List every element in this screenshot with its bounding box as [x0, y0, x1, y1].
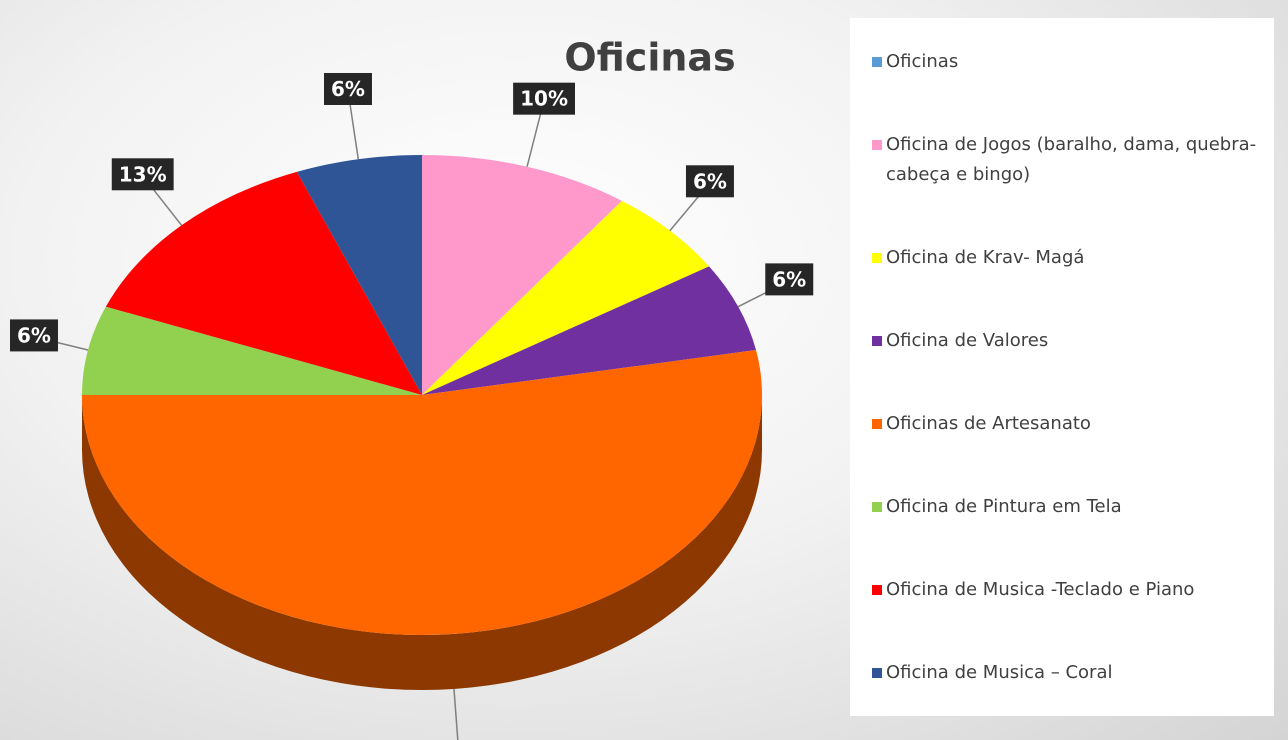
legend-label: Oficina de Musica – Coral	[886, 661, 1113, 683]
pie-slice	[422, 266, 756, 395]
pie-slice	[105, 171, 423, 395]
legend-label: Oficina de Jogos (baralho, dama, quebra-…	[886, 133, 1257, 185]
legend-entry: Oficina de Musica – Coral	[872, 658, 1258, 688]
pie-slice	[422, 200, 710, 395]
pie-slice	[82, 306, 422, 395]
legend-label: Oficinas	[886, 50, 959, 72]
legend: Oficinas Oficina de Jogos (baralho, dama,…	[850, 18, 1274, 716]
legend-swatch	[872, 584, 882, 595]
legend-label: Oficina de Musica -Teclado e Piano	[886, 578, 1195, 600]
data-label-box	[685, 165, 734, 198]
slice-side	[82, 395, 762, 690]
data-label-box	[765, 263, 814, 296]
legend-label: Oficina de Krav- Magá	[886, 246, 1085, 268]
legend-label: Oficina de Pintura em Tela	[886, 495, 1122, 517]
pie-slice	[422, 155, 622, 395]
data-label-box	[10, 319, 58, 352]
legend-swatch	[872, 252, 882, 263]
legend-swatch	[872, 335, 882, 346]
legend-swatch	[872, 418, 882, 429]
legend-entry: Oficina de Musica -Teclado e Piano	[872, 575, 1258, 605]
legend-swatch	[872, 667, 882, 678]
legend-label: Oficinas de Artesanato	[886, 412, 1091, 434]
data-label: 6%	[17, 323, 51, 347]
legend-entry: Oficina de Jogos (baralho, dama, quebra-…	[872, 130, 1258, 190]
legend-entry: Oficinas de Artesanato	[872, 409, 1258, 439]
data-label: 6%	[331, 77, 365, 101]
legend-entry: Oficina de Pintura em Tela	[872, 492, 1258, 522]
data-label: 6%	[772, 267, 806, 291]
pie-area: Oficinas 10%6%6%53%6%13%6%	[10, 36, 814, 740]
chart-title: Oficinas	[564, 36, 735, 80]
pie-slice	[82, 350, 762, 635]
pie-slice	[296, 155, 422, 395]
legend-swatch	[872, 501, 882, 512]
legend-entry: Oficinas	[872, 47, 1258, 77]
data-label: 13%	[119, 162, 167, 186]
data-label: 10%	[520, 87, 568, 111]
legend-swatch	[872, 56, 882, 67]
legend-label: Oficina de Valores	[886, 329, 1049, 351]
data-label-box	[513, 82, 575, 115]
data-label-box	[324, 72, 372, 105]
legend-entry: Oficina de Valores	[872, 326, 1258, 356]
legend-swatch	[872, 139, 882, 150]
data-label-box	[111, 158, 174, 191]
data-label: 6%	[693, 169, 727, 193]
legend-entry: Oficina de Krav- Magá	[872, 243, 1258, 273]
leader-line	[453, 688, 459, 740]
